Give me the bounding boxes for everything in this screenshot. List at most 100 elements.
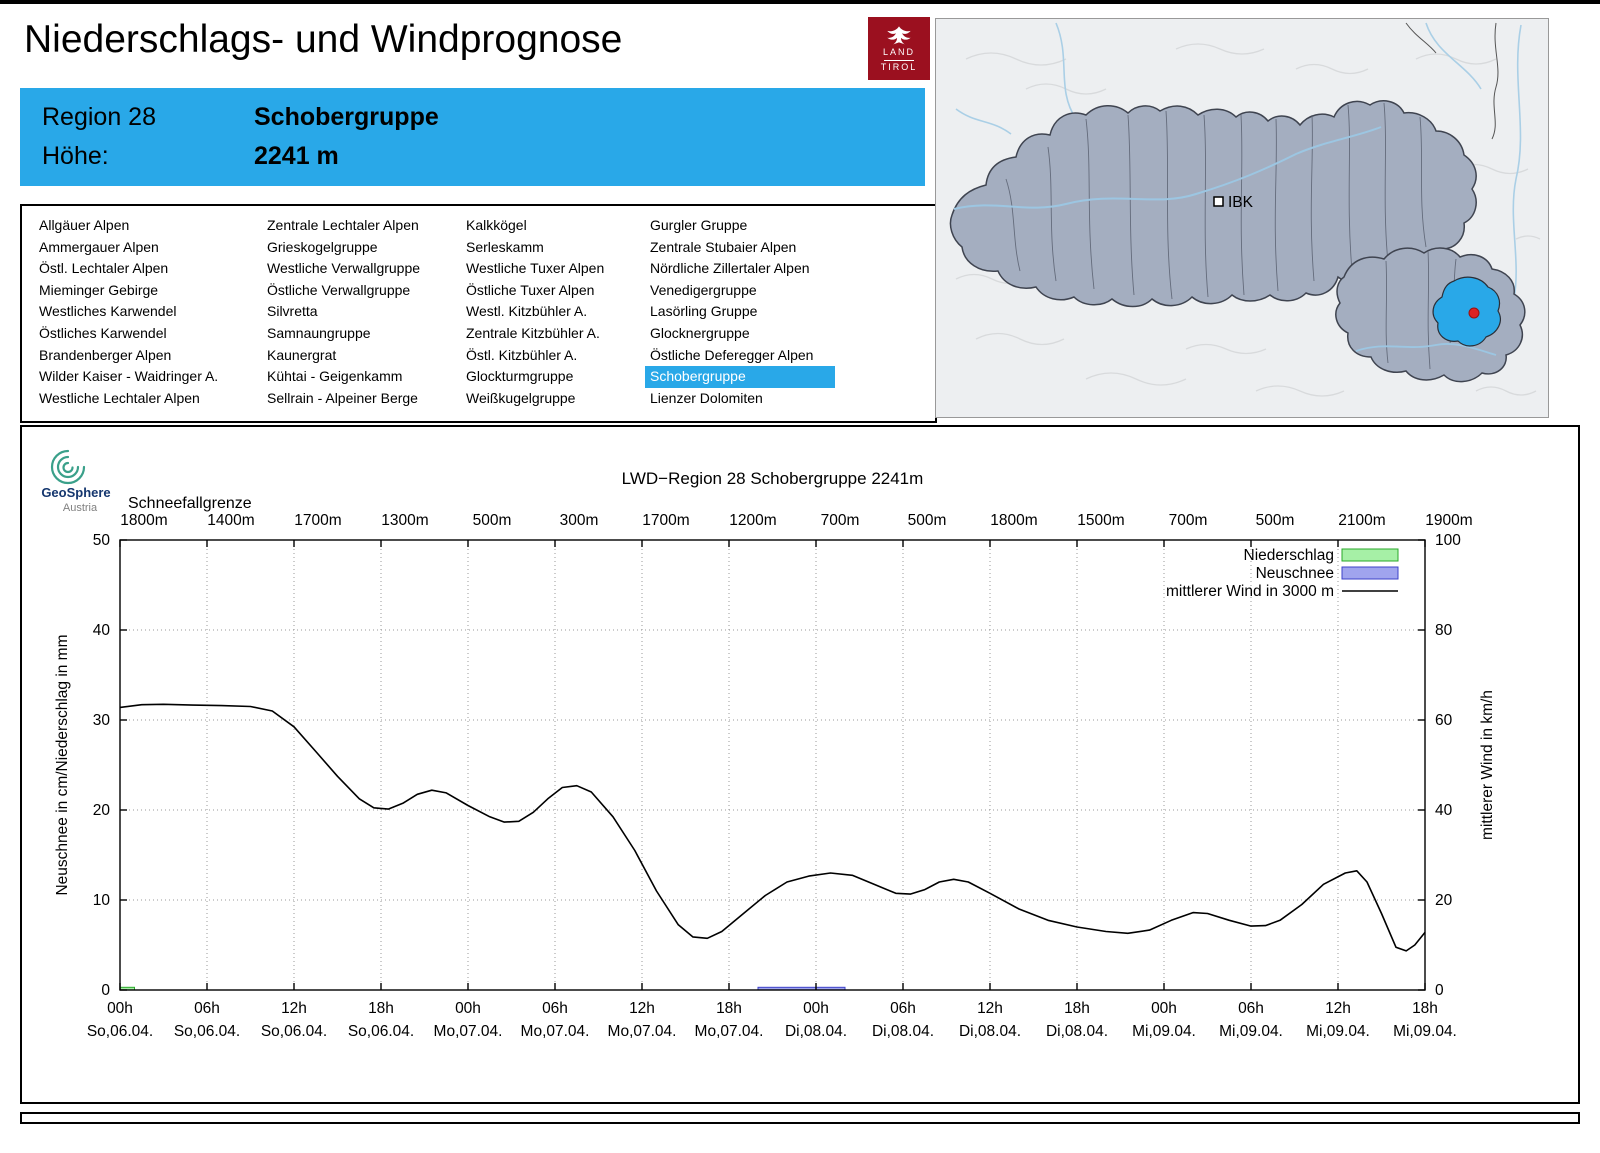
region-list-item[interactable]: Östliche Tuxer Alpen — [466, 281, 595, 298]
svg-text:2100m: 2100m — [1338, 512, 1385, 529]
region-list: Allgäuer Alpen Ammergauer Alpen Östl. Lech… — [20, 204, 937, 423]
region-list-item[interactable]: Lienzer Dolomiten — [650, 389, 763, 406]
y-axis-left-title: Neuschnee in cm/Niederschlag in mm — [54, 634, 71, 895]
svg-text:So,06.04.: So,06.04. — [261, 1023, 327, 1040]
region-list-item[interactable]: Sellrain - Alpeiner Berge — [267, 389, 418, 406]
svg-text:80: 80 — [1435, 622, 1453, 639]
region-list-item[interactable]: Kaunergrat — [267, 346, 337, 363]
svg-text:06h: 06h — [542, 1000, 568, 1017]
svg-text:18h: 18h — [1412, 1000, 1438, 1017]
region-list-item[interactable]: Allgäuer Alpen — [39, 217, 130, 233]
svg-text:500m: 500m — [908, 512, 947, 529]
region-list-item[interactable]: Zentrale Kitzbühler A. — [466, 324, 600, 341]
svg-text:1700m: 1700m — [294, 512, 341, 529]
region-list-item[interactable]: Glockturmgruppe — [466, 368, 574, 385]
svg-text:So,06.04.: So,06.04. — [348, 1023, 414, 1040]
svg-text:Mi,09.04.: Mi,09.04. — [1306, 1023, 1370, 1040]
svg-text:12h: 12h — [629, 1000, 655, 1017]
svg-text:60: 60 — [1435, 712, 1453, 729]
region-list-item[interactable]: Lasörling Gruppe — [650, 303, 758, 320]
region-list-item[interactable]: Östl. Kitzbühler A. — [466, 346, 578, 363]
region-list-item[interactable]: Weißkugelgruppe — [466, 389, 576, 406]
page-title: Niederschlags- und Windprognose — [24, 18, 623, 61]
svg-text:18h: 18h — [368, 1000, 394, 1017]
svg-text:18h: 18h — [1064, 1000, 1090, 1017]
region-list-item[interactable]: Östliches Karwendel — [39, 324, 167, 341]
svg-text:50: 50 — [93, 532, 111, 549]
region-list-item[interactable]: Gurgler Gruppe — [650, 217, 748, 233]
region-list-item[interactable]: Mieminger Gebirge — [39, 281, 159, 298]
region-list-item[interactable]: Brandenberger Alpen — [39, 346, 172, 363]
region-list-item[interactable]: Westliche Tuxer Alpen — [466, 260, 605, 277]
wind-line — [119, 703, 1426, 952]
forecast-chart-panel: GeoSphere Austria LWD−Region 28 Schobergru… — [20, 425, 1580, 1104]
altitude-value: 2241 m — [254, 142, 339, 170]
region-list-item[interactable]: Venedigergruppe — [650, 281, 757, 298]
region-list-item[interactable]: Östl. Lechtaler Alpen — [39, 260, 169, 277]
map-district-borders — [1005, 102, 1427, 300]
svg-text:1900m: 1900m — [1425, 512, 1472, 529]
region-list-item[interactable]: Ammergauer Alpen — [39, 238, 159, 255]
region-list-item[interactable]: Serleskamm — [466, 238, 544, 255]
svg-text:06h: 06h — [194, 1000, 220, 1017]
svg-text:06h: 06h — [1238, 1000, 1264, 1017]
svg-text:So,06.04.: So,06.04. — [174, 1023, 240, 1040]
region-list-item[interactable]: Kalkkögel — [466, 217, 527, 233]
y-axis-left-labels: 0 10 20 30 40 50 — [93, 532, 111, 999]
region-list-item[interactable]: Samnaungruppe — [267, 324, 371, 341]
chart-title: LWD−Region 28 Schobergruppe 2241m — [622, 469, 924, 488]
svg-text:So,06.04.: So,06.04. — [87, 1023, 153, 1040]
svg-text:Neuschnee: Neuschnee — [1256, 565, 1334, 582]
land-tirol-logo: LAND TIROL — [868, 17, 930, 80]
svg-text:Di,08.04.: Di,08.04. — [1046, 1023, 1108, 1040]
altitude-label: Höhe: — [42, 142, 109, 170]
region-list-item-selected[interactable]: Schobergruppe — [645, 366, 835, 388]
geosphere-logo: GeoSphere Austria — [41, 449, 111, 514]
map-drau-river — [1355, 343, 1497, 356]
svg-text:0: 0 — [1435, 982, 1444, 999]
svg-text:20: 20 — [93, 802, 111, 819]
svg-text:00h: 00h — [455, 1000, 481, 1017]
region-list-item[interactable]: Silvretta — [267, 303, 318, 320]
y-axis-right-labels: 0 20 40 60 80 100 — [1435, 532, 1461, 999]
svg-text:10: 10 — [93, 892, 111, 909]
region-list-item[interactable]: Kühtai - Geigenkamm — [267, 368, 403, 385]
region-list-item[interactable]: Glocknergruppe — [650, 324, 750, 341]
svg-text:12h: 12h — [977, 1000, 1003, 1017]
svg-text:1200m: 1200m — [729, 512, 776, 529]
region-list-item[interactable]: Zentrale Stubaier Alpen — [650, 238, 797, 255]
region-list-item[interactable]: Östliche Verwallgruppe — [267, 281, 411, 298]
svg-text:100: 100 — [1435, 532, 1461, 549]
region-list-item[interactable]: Wilder Kaiser - Waidringer A. — [39, 368, 219, 385]
svg-text:500m: 500m — [473, 512, 512, 529]
map-neighbor-borders — [1405, 22, 1499, 140]
svg-text:00h: 00h — [1151, 1000, 1177, 1017]
svg-text:0: 0 — [101, 982, 110, 999]
region-list-item[interactable]: Westl. Kitzbühler A. — [466, 303, 588, 320]
region-list-item[interactable]: Nördliche Zillertaler Alpen — [650, 260, 810, 277]
svg-text:Mo,07.04.: Mo,07.04. — [608, 1023, 677, 1040]
svg-text:1500m: 1500m — [1077, 512, 1124, 529]
region-list-item[interactable]: Grieskogelgruppe — [267, 238, 378, 255]
svg-text:Mo,07.04.: Mo,07.04. — [434, 1023, 503, 1040]
region-list-item[interactable]: Zentrale Lechtaler Alpen — [267, 217, 419, 233]
svg-text:Niederschlag: Niederschlag — [1244, 547, 1334, 564]
region-list-column: Zentrale Lechtaler Alpen Grieskogelgruppe… — [262, 215, 461, 421]
region-list-item[interactable]: Westliche Verwallgruppe — [267, 260, 421, 277]
forecast-chart: GeoSphere Austria LWD−Region 28 Schobergru… — [41, 449, 1496, 1040]
chart-frame — [119, 539, 1426, 991]
svg-text:00h: 00h — [107, 1000, 133, 1017]
map-selected-region[interactable] — [1432, 276, 1501, 347]
svg-text:Di,08.04.: Di,08.04. — [785, 1023, 847, 1040]
region-list-item[interactable]: Östliche Deferegger Alpen — [650, 346, 814, 363]
tirol-map[interactable]: IBK — [935, 18, 1549, 418]
region-list-item[interactable]: Westliches Karwendel — [39, 303, 177, 320]
svg-text:20: 20 — [1435, 892, 1453, 909]
snowline-values: 1800m 1400m 1700m 1300m 500m 300m 1700m 1200m 70… — [120, 512, 1472, 529]
svg-text:1800m: 1800m — [120, 512, 167, 529]
svg-text:500m: 500m — [1256, 512, 1295, 529]
svg-text:Mi,09.04.: Mi,09.04. — [1132, 1023, 1196, 1040]
svg-text:700m: 700m — [821, 512, 860, 529]
region-list-item[interactable]: Westliche Lechtaler Alpen — [39, 389, 200, 406]
